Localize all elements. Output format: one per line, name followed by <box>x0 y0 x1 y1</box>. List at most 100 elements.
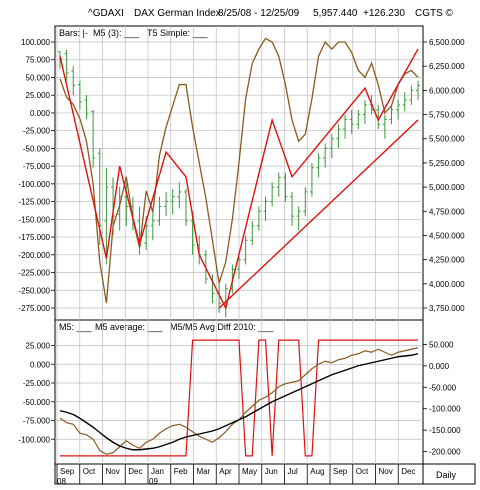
diff-2010-line <box>60 339 418 457</box>
month-label: Nov <box>379 467 393 476</box>
month-label: Sep <box>333 467 348 476</box>
legend-bars: Bars: |- <box>59 28 88 38</box>
ohlc-bar <box>309 162 314 197</box>
grid-layer <box>55 26 423 464</box>
legend-m5-average: M5 average: ___ <box>95 322 164 332</box>
header-last: 5,957.440 <box>313 8 358 19</box>
header-copyright: CGTS © <box>415 8 454 19</box>
ohlc-bar <box>270 182 275 207</box>
osc-right-tick-label: -200.000 <box>429 448 461 457</box>
header-name: DAX German Index <box>134 8 221 19</box>
ohlc-bar <box>336 124 341 149</box>
m5-average-line <box>59 353 419 451</box>
month-label: Aug <box>310 467 324 476</box>
month-label: Jul <box>288 467 298 476</box>
right-tick-label: 4,750.000 <box>429 207 465 216</box>
ohlc-bar <box>316 153 321 178</box>
month-label: Oct <box>356 467 369 476</box>
ohlc-bar <box>243 235 248 265</box>
ohlc-bar <box>250 220 255 246</box>
ohlc-bar <box>91 109 96 168</box>
osc-left-tick-label: -100.000 <box>18 435 50 444</box>
ohlc-bar <box>170 189 175 215</box>
ohlc-bar <box>416 80 420 101</box>
ohlc-bar <box>77 80 82 110</box>
ohlc-bar <box>164 191 169 217</box>
left-tick-label: 100.000 <box>21 38 50 47</box>
ohlc-bar <box>71 66 76 96</box>
t5-simple-line <box>59 48 419 311</box>
ohlc-bar <box>256 206 261 231</box>
ohlc-bar <box>237 254 241 279</box>
price-legend: Bars: |- M5 (3): ___ T5 Simple: ___ <box>59 28 209 38</box>
ohlc-bar <box>290 191 295 226</box>
legend-t5-simple: T5 Simple: ___ <box>147 28 209 38</box>
osc-right-tick-label: -50.000 <box>429 383 457 392</box>
month-label: Dec <box>401 467 415 476</box>
ohlc-bar <box>150 211 155 241</box>
osc-right-tick-label: -100.000 <box>429 405 461 414</box>
month-label: Jan <box>151 467 164 476</box>
ohlc-bar <box>329 133 334 159</box>
left-tick-label: 0.000 <box>30 109 51 118</box>
ohlc-bar <box>64 49 69 81</box>
axis-layer: Sep Oct Nov Dec Jan Feb Mar Apr May Jun Jul Aug Sep O… <box>18 38 465 486</box>
month-label: Sep <box>60 467 75 476</box>
left-tick-label: -50.000 <box>23 144 51 153</box>
right-tick-label: 3,750.000 <box>429 304 465 313</box>
ohlc-bar <box>276 172 281 197</box>
legend-m5-3: M5 (3): ___ <box>93 28 140 38</box>
ohlc-bar <box>183 189 188 226</box>
ohlc-bar <box>396 100 401 120</box>
ohlc-bar <box>283 172 288 202</box>
ohlc-bar <box>402 92 407 112</box>
left-tick-label: -75.000 <box>23 162 51 171</box>
month-label: Oct <box>83 467 96 476</box>
header-symbol: ^GDAXI <box>88 8 124 19</box>
header-range: 8/25/08 - 12/25/09 <box>218 8 300 19</box>
oscillator-layer <box>59 339 419 457</box>
m5-3-line <box>59 37 419 304</box>
right-tick-label: 4,000.000 <box>429 280 465 289</box>
left-tick-label: 25.000 <box>26 91 51 100</box>
left-tick-label: -125.000 <box>18 198 50 207</box>
header-change: +126.230 <box>363 8 405 19</box>
x-axis-daily-label: Daily <box>436 470 457 480</box>
right-tick-label: 6,500.000 <box>429 38 465 47</box>
osc-left-tick-label: 25.000 <box>26 342 51 351</box>
right-tick-label: 5,250.000 <box>429 159 465 168</box>
osc-right-tick-label: -150.000 <box>429 426 461 435</box>
osc-left-tick-label: -50.000 <box>23 398 51 407</box>
left-tick-label: -150.000 <box>18 215 50 224</box>
right-tick-label: 5,500.000 <box>429 135 465 144</box>
price-layer <box>58 37 420 318</box>
ohlc-bar <box>296 206 301 231</box>
osc-right-tick-label: 50.000 <box>429 340 454 349</box>
year-label: 09 <box>149 477 158 486</box>
ohlc-bar <box>349 109 354 134</box>
osc-left-tick-label: -75.000 <box>23 417 51 426</box>
ohlc-bar <box>104 167 109 265</box>
month-label: Feb <box>174 467 188 476</box>
left-tick-label: -200.000 <box>18 251 50 260</box>
ohlc-bar <box>409 85 414 105</box>
support-trendline <box>218 119 419 309</box>
left-tick-label: 75.000 <box>26 56 51 65</box>
ohlc-bar <box>343 114 348 139</box>
osc-right-tick-label: 0.000 <box>429 362 450 371</box>
month-label: Dec <box>128 467 142 476</box>
ohlc-bar <box>84 95 89 120</box>
right-tick-label: 4,250.000 <box>429 256 465 265</box>
left-tick-label: -250.000 <box>18 286 50 295</box>
ohlc-bar <box>362 100 367 125</box>
ohlc-bar <box>356 109 361 130</box>
left-tick-label: -275.000 <box>18 304 50 313</box>
right-tick-label: 6,250.000 <box>429 62 465 71</box>
ohlc-bar <box>303 187 308 217</box>
right-tick-label: 6,000.000 <box>429 86 465 95</box>
month-label: Nov <box>106 467 120 476</box>
left-tick-label: 50.000 <box>26 73 51 82</box>
right-tick-label: 5,750.000 <box>429 111 465 120</box>
left-tick-label: -25.000 <box>23 127 51 136</box>
